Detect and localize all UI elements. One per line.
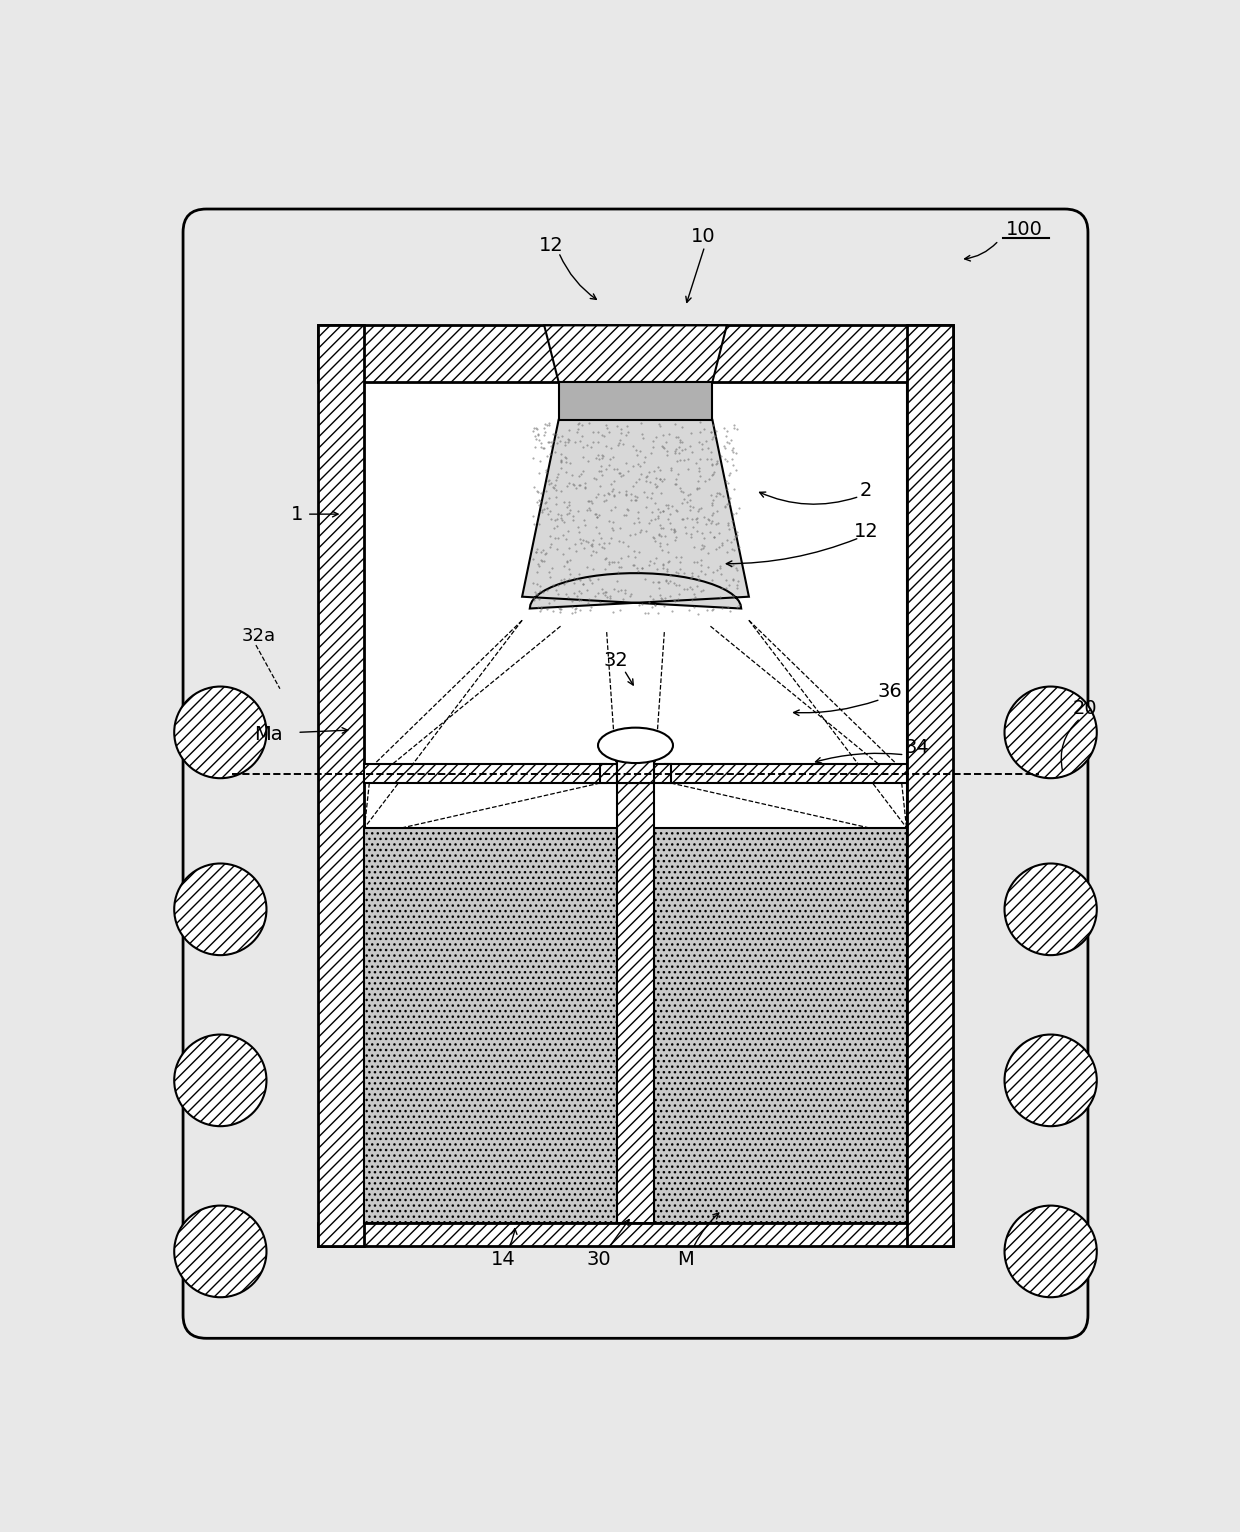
Ellipse shape (1004, 864, 1096, 954)
Text: 30: 30 (587, 1250, 611, 1268)
Bar (365, 764, 605, 783)
Text: 12: 12 (538, 236, 563, 254)
Bar (618, 740, 653, 783)
Ellipse shape (174, 1034, 267, 1126)
Ellipse shape (598, 728, 673, 763)
Text: 100: 100 (1006, 221, 1043, 239)
FancyBboxPatch shape (184, 208, 1087, 1339)
Ellipse shape (1004, 686, 1096, 778)
Bar (906, 325, 952, 1246)
Text: 10: 10 (691, 227, 715, 247)
Ellipse shape (174, 686, 267, 778)
Bar (600, 764, 618, 783)
Text: 20: 20 (1073, 699, 1097, 719)
Polygon shape (544, 325, 727, 381)
Text: 14: 14 (491, 1250, 516, 1268)
Ellipse shape (1004, 1206, 1096, 1298)
Text: 32: 32 (604, 651, 629, 669)
Text: 12: 12 (854, 522, 878, 541)
Text: 2: 2 (861, 481, 872, 499)
Bar (653, 764, 671, 783)
Ellipse shape (174, 864, 267, 954)
Text: 36: 36 (878, 682, 903, 700)
Bar (319, 325, 952, 381)
Text: 34: 34 (905, 738, 930, 757)
Ellipse shape (174, 1206, 267, 1298)
Polygon shape (522, 420, 749, 608)
Text: M: M (677, 1250, 694, 1268)
Text: 1: 1 (291, 504, 304, 524)
Bar (319, 325, 365, 1246)
Bar (365, 381, 906, 1223)
Text: Ma: Ma (254, 725, 283, 745)
Bar (319, 1223, 952, 1246)
Bar (365, 827, 618, 1223)
Ellipse shape (1004, 1034, 1096, 1126)
Bar (666, 764, 906, 783)
Bar (618, 783, 653, 1223)
Text: 32a: 32a (242, 627, 275, 645)
Bar (653, 827, 906, 1223)
Bar (558, 381, 712, 420)
